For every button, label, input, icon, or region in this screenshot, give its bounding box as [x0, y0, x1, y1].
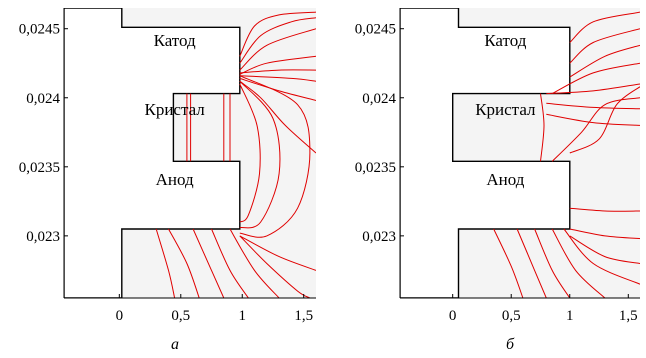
field-line — [551, 228, 606, 298]
field-line — [192, 228, 225, 298]
field-line — [569, 44, 640, 78]
field-lines — [493, 11, 640, 298]
panel-b: 0 0,5 1 1,5 0,0245 0,024 0,0235 0,023 Катод Крист… — [355, 8, 640, 353]
field-line — [569, 28, 640, 64]
field-line — [239, 75, 311, 238]
field-line — [239, 235, 316, 271]
field-line — [569, 228, 640, 240]
electrode-body-outline — [400, 8, 571, 298]
field-line — [516, 228, 547, 298]
field-line — [239, 11, 316, 57]
field-line — [229, 228, 280, 298]
field-line — [239, 80, 316, 154]
y-tick-label: 0,024 — [26, 91, 60, 107]
y-tick-label: 0,0235 — [355, 160, 396, 176]
field-line — [551, 97, 640, 162]
region-label: Анод — [486, 170, 524, 189]
y-tick-label: 0,0235 — [19, 160, 60, 176]
field-line — [239, 80, 281, 229]
region-label: Анод — [156, 170, 194, 189]
x-tick-label: 0,5 — [171, 308, 190, 324]
field-line — [546, 113, 640, 126]
y-tick-label: 0,0245 — [19, 22, 60, 38]
y-tick-label: 0,024 — [362, 91, 396, 107]
region-label: Кристал — [144, 100, 205, 119]
panel-a: 0 0,5 1 1,5 0,0245 0,024 0,0235 0,023 Катод Крист… — [19, 8, 316, 353]
y-tick-label: 0,0245 — [355, 22, 396, 38]
electrode-body-outline — [64, 8, 241, 298]
region-label: Катод — [154, 31, 196, 50]
x-tick-label: 1 — [566, 308, 574, 324]
field-line — [239, 55, 316, 75]
field-line — [239, 28, 316, 71]
field-line — [534, 228, 571, 298]
field-line — [239, 83, 261, 223]
x-tick-label: 0 — [449, 308, 457, 324]
field-line — [239, 69, 316, 74]
x-tick-label: 1,5 — [294, 308, 313, 324]
x-tick-label: 0,5 — [502, 308, 521, 324]
panel-caption: а — [171, 336, 179, 353]
panel-caption: б — [506, 336, 515, 353]
field-line — [211, 228, 249, 298]
field-line — [168, 228, 200, 298]
x-tick-label: 1 — [238, 308, 246, 324]
field-line — [239, 77, 316, 101]
x-tick-label: 1,5 — [619, 308, 638, 324]
y-tick-label: 0,023 — [26, 229, 60, 245]
field-line — [551, 62, 640, 95]
field-line — [239, 235, 311, 298]
field-line — [569, 11, 640, 43]
field-line — [493, 228, 524, 298]
field-line — [569, 86, 640, 154]
field-line — [155, 228, 176, 298]
x-tick-label: 0 — [116, 308, 124, 324]
field-line — [546, 83, 640, 95]
field-line — [546, 102, 640, 110]
field-line — [563, 228, 640, 285]
region-label: Катод — [484, 31, 526, 50]
region-label: Кристал — [475, 100, 536, 119]
field-lines — [155, 11, 316, 298]
field-line — [540, 93, 545, 162]
y-tick-label: 0,023 — [362, 229, 396, 245]
field-line — [569, 235, 640, 264]
field-line — [239, 75, 316, 82]
field-line — [239, 17, 316, 64]
field-line — [569, 207, 640, 212]
